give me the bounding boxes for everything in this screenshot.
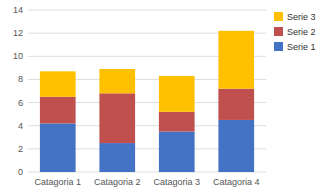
- y-tick-label: 2: [18, 144, 23, 154]
- legend: Serie 3 Serie 2 Serie 1: [274, 12, 316, 52]
- x-axis: Catagoria 1 Catagoria 2 Catagoria 3 Catagor…: [34, 177, 259, 187]
- bar-segment: [218, 89, 254, 120]
- bar-segment: [218, 31, 254, 89]
- bar-segment: [40, 123, 76, 172]
- y-tick-label: 8: [18, 74, 23, 84]
- bar-segment: [159, 132, 195, 173]
- bar-segment: [40, 97, 76, 124]
- bar-segment: [159, 76, 195, 112]
- y-tick-label: 0: [18, 167, 23, 177]
- legend-swatch: [274, 27, 283, 36]
- bar-segment: [40, 71, 76, 96]
- grid-line: [28, 10, 266, 11]
- legend-label: Serie 2: [287, 27, 316, 37]
- y-tick-label: 10: [13, 51, 23, 61]
- y-tick-label: 14: [13, 5, 23, 15]
- legend-label: Serie 1: [287, 42, 316, 52]
- bar-segment: [218, 120, 254, 172]
- x-tick-label: Catagoria 3: [153, 177, 200, 187]
- legend-swatch: [274, 12, 283, 21]
- x-tick-label: Catagoria 4: [213, 177, 260, 187]
- legend-swatch: [274, 42, 283, 51]
- bar-segment: [159, 112, 195, 132]
- chart: 02468101214Catagoria 1Catagoria 2Catagor…: [0, 0, 335, 195]
- x-tick-label: Catagoria 1: [34, 177, 81, 187]
- bar-segment: [99, 93, 135, 143]
- y-axis: 0 2 4 6 8 10 12 14: [13, 5, 23, 177]
- y-tick-label: 6: [18, 98, 23, 108]
- bar-segment: [99, 69, 135, 93]
- x-tick-label: Catagoria 2: [94, 177, 141, 187]
- bar-segment: [99, 143, 135, 172]
- legend-label: Serie 3: [287, 12, 316, 22]
- grid: [28, 10, 266, 172]
- bars: [40, 31, 254, 172]
- y-tick-label: 4: [18, 121, 23, 131]
- y-tick-label: 12: [13, 28, 23, 38]
